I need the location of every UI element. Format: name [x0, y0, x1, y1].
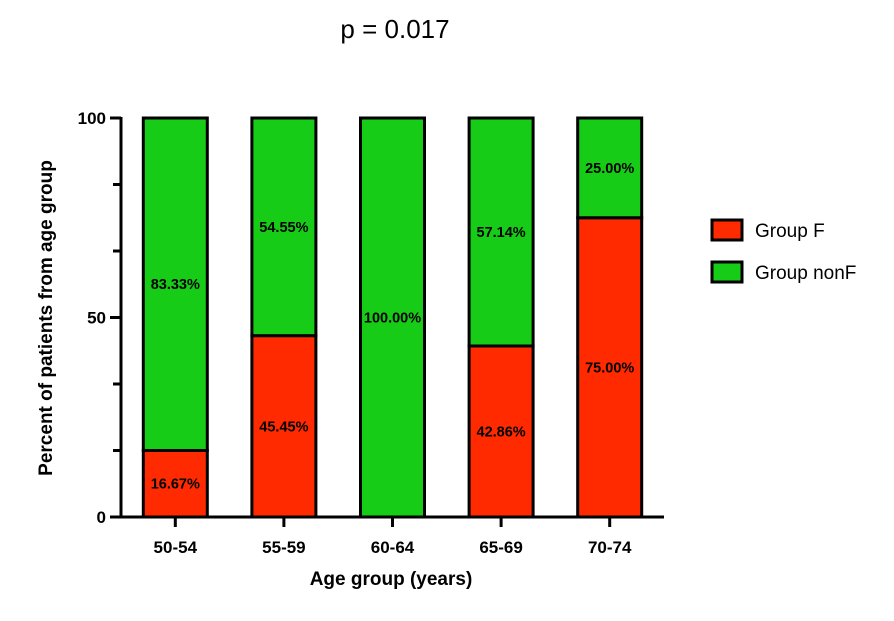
legend-label-group-f: Group F	[755, 221, 825, 242]
y-tick-label-50: 50	[87, 309, 106, 328]
data-label-group-f-50-54: 16.67%	[151, 477, 200, 493]
legend-swatch-group-nonf	[710, 260, 744, 284]
x-tick-label-70-74: 70-74	[588, 538, 632, 557]
bar-group-nonf-50-54	[141, 116, 209, 452]
data-labels-group: 16.67% 83.33% 45.45% 54.55% 100.00% 42.86% 57.…	[151, 161, 635, 493]
data-label-group-nonf-70-74: 25.00%	[585, 161, 634, 177]
y-tick-label-0: 0	[97, 508, 106, 527]
axes-group: 0 50 100 50-54 55-59 60-64 65-69 70-74	[78, 109, 664, 557]
legend: Group F Group nonF	[710, 218, 856, 284]
x-tick-label-60-64: 60-64	[371, 538, 415, 557]
bar-group-nonf-70-74	[576, 116, 644, 220]
data-label-group-f-70-74: 75.00%	[585, 360, 634, 376]
bar-group-f-65-69	[467, 344, 535, 519]
data-label-group-f-65-69: 42.86%	[477, 424, 526, 440]
data-label-group-f-55-59: 45.45%	[259, 419, 308, 435]
x-tick-label-50-54: 50-54	[154, 538, 198, 557]
y-axis-title: Percent of patients from age group	[36, 160, 57, 476]
x-tick-label-55-59: 55-59	[262, 538, 305, 557]
x-ticks-group: 50-54 55-59 60-64 65-69 70-74	[154, 517, 632, 557]
bar-group-nonf-55-59	[250, 116, 318, 338]
bars-group	[141, 116, 644, 519]
chart-title: p = 0.017	[340, 14, 449, 44]
legend-swatch-group-f	[710, 218, 744, 242]
data-label-group-nonf-55-59: 54.55%	[259, 220, 308, 236]
y-tick-label-100: 100	[78, 109, 106, 128]
x-tick-label-65-69: 65-69	[479, 538, 522, 557]
data-label-group-nonf-65-69: 57.14%	[477, 225, 526, 241]
x-axis-title: Age group (years)	[310, 569, 473, 590]
bar-group-f-70-74	[576, 216, 644, 519]
y-ticks-group: 0 50 100	[78, 109, 121, 527]
legend-label-group-nonf: Group nonF	[755, 263, 856, 284]
bar-group-nonf-65-69	[467, 116, 535, 348]
data-label-group-nonf-60-64: 100.00%	[364, 311, 421, 327]
data-label-group-nonf-50-54: 83.33%	[151, 277, 200, 293]
